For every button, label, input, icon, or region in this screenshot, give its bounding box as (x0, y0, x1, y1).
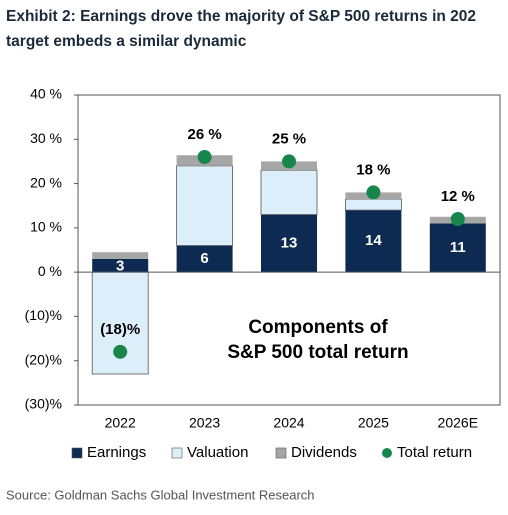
y-tick-label: 20 % (30, 174, 62, 190)
data-label: 14 (365, 232, 382, 249)
legend-label: Earnings (87, 444, 146, 461)
legend-label: Dividends (291, 444, 357, 461)
total-label: 25 % (272, 130, 306, 147)
total-dot (282, 154, 296, 169)
legend-label: Valuation (187, 444, 248, 461)
annotation: S&P 500 total return (227, 342, 408, 363)
data-label: 3 (116, 257, 124, 274)
total-dot (450, 212, 465, 226)
bar-segment (92, 252, 149, 259)
legend-swatch (275, 447, 287, 459)
bar-segment (261, 214, 317, 273)
total-label: 26 % (187, 126, 221, 143)
source: Source: Goldman Sachs Global Investment … (6, 487, 315, 502)
bar-segment (345, 210, 402, 273)
bar-segment (429, 223, 486, 273)
chart-title: Exhibit 2: Earnings drove the majority o… (6, 8, 476, 25)
total-dot (197, 150, 212, 164)
legend-swatch (171, 447, 183, 459)
y-tick-label: 40 % (30, 86, 62, 102)
bar-segment (176, 165, 234, 246)
data-label: 6 (200, 250, 208, 267)
x-tick-label: 2026E (438, 415, 478, 431)
y-tick-label: (10)% (25, 307, 62, 323)
x-tick-label: 2022 (105, 415, 136, 431)
chart-title: target embeds a similar dynamic (6, 33, 247, 50)
annotation: Components of (248, 317, 388, 338)
total-label: 12 % (441, 188, 475, 205)
x-tick-label: 2025 (358, 415, 389, 431)
plot-frame (77, 94, 501, 406)
legend-swatch (71, 447, 83, 459)
y-tick-label: (20)% (25, 351, 62, 367)
bar-segment (260, 169, 318, 215)
bar-segment (344, 198, 402, 211)
y-tick-label: 0 % (38, 263, 62, 279)
x-tick-label: 2024 (273, 415, 304, 431)
bar-segment (176, 245, 233, 273)
legend-swatch (382, 448, 392, 458)
total-label: 18 % (356, 161, 390, 178)
x-tick-label: 2023 (189, 415, 220, 431)
legend-label: Total return (397, 444, 472, 461)
data-label: 11 (450, 239, 466, 256)
y-tick-label: (30)% (25, 396, 62, 412)
y-tick-label: 30 % (30, 130, 62, 146)
data-label: 13 (281, 234, 298, 251)
y-tick-label: 10 % (30, 219, 62, 235)
bar-segment (92, 258, 149, 273)
total-label: (18)% (100, 321, 140, 338)
total-dot (366, 185, 381, 200)
total-dot (113, 344, 128, 359)
